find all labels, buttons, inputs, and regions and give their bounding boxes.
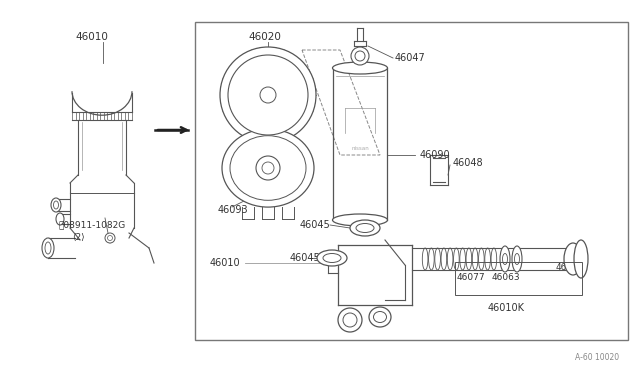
Circle shape — [108, 235, 113, 241]
Text: 46090: 46090 — [420, 150, 451, 160]
Ellipse shape — [350, 220, 380, 236]
Ellipse shape — [42, 238, 54, 258]
Circle shape — [355, 51, 365, 61]
Text: 46010: 46010 — [210, 258, 241, 268]
Ellipse shape — [338, 308, 362, 332]
Ellipse shape — [574, 240, 588, 278]
Text: ⓝ08911-1082G: ⓝ08911-1082G — [58, 221, 125, 230]
Ellipse shape — [333, 214, 387, 226]
Text: 46077: 46077 — [457, 273, 486, 282]
Text: 46063: 46063 — [492, 273, 520, 282]
Circle shape — [262, 162, 274, 174]
Ellipse shape — [45, 242, 51, 254]
Circle shape — [105, 233, 115, 243]
Text: ⟨2⟩: ⟨2⟩ — [72, 232, 84, 241]
Ellipse shape — [356, 224, 374, 232]
Ellipse shape — [333, 62, 387, 74]
Text: 46071: 46071 — [556, 263, 584, 272]
Ellipse shape — [56, 213, 64, 225]
Text: 46010: 46010 — [75, 32, 108, 42]
Ellipse shape — [369, 307, 391, 327]
Text: 46093: 46093 — [218, 205, 248, 215]
Ellipse shape — [222, 129, 314, 207]
Ellipse shape — [323, 253, 341, 263]
Bar — [195, 22, 628, 340]
Text: 46010K: 46010K — [488, 303, 525, 313]
Ellipse shape — [230, 136, 306, 200]
Text: nissan: nissan — [351, 145, 369, 151]
Ellipse shape — [502, 253, 508, 264]
Text: 46047: 46047 — [395, 53, 426, 63]
Circle shape — [260, 87, 276, 103]
Ellipse shape — [54, 201, 58, 209]
Text: 46020: 46020 — [248, 32, 281, 42]
Ellipse shape — [515, 253, 520, 264]
Bar — [455, 262, 582, 295]
Circle shape — [228, 55, 308, 135]
Ellipse shape — [564, 243, 582, 275]
Text: A-60 10020: A-60 10020 — [575, 353, 619, 362]
Circle shape — [220, 47, 316, 143]
Circle shape — [351, 47, 369, 65]
Ellipse shape — [317, 250, 347, 266]
Text: 46045: 46045 — [290, 253, 321, 263]
Text: 46048: 46048 — [453, 158, 484, 168]
Circle shape — [256, 156, 280, 180]
Ellipse shape — [512, 246, 522, 272]
Ellipse shape — [500, 246, 510, 272]
Ellipse shape — [374, 311, 387, 323]
Text: 46045: 46045 — [300, 220, 331, 230]
Ellipse shape — [51, 198, 61, 212]
Ellipse shape — [343, 313, 357, 327]
